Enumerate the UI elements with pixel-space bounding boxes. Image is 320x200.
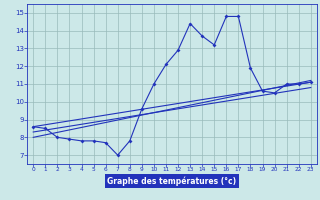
X-axis label: Graphe des températures (°c): Graphe des températures (°c) xyxy=(108,177,236,186)
